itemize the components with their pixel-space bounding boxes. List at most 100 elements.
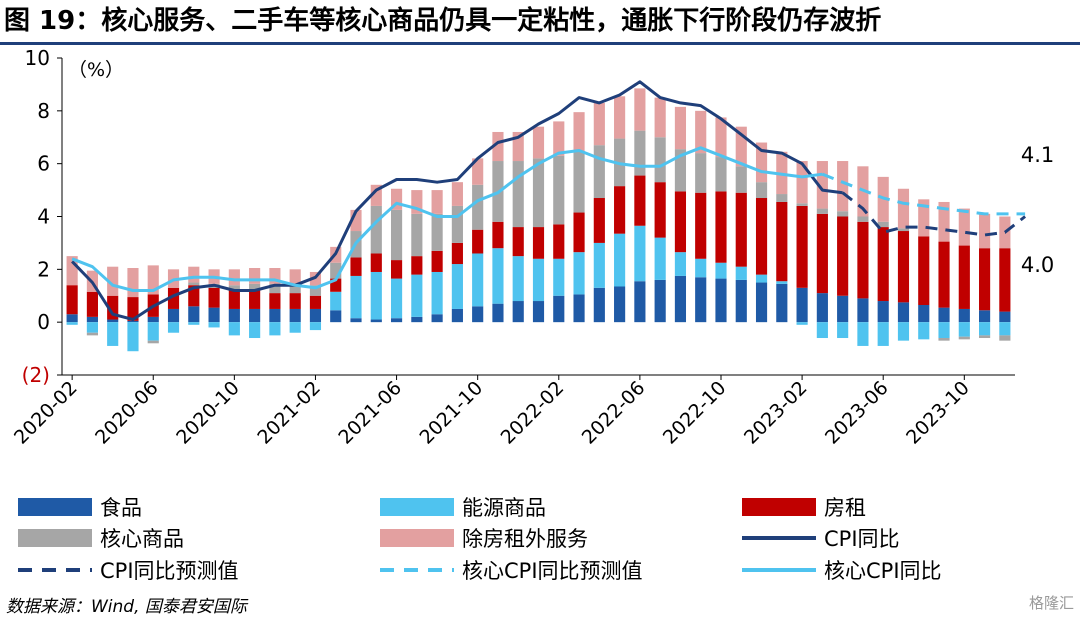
- bar-3-2022-09: [695, 153, 707, 193]
- bar-2-2023-03: [816, 213, 828, 294]
- bar-3-2023-04: [837, 211, 849, 217]
- bar-1-2020-06: [147, 322, 159, 341]
- bar-0-2023-12: [999, 311, 1011, 323]
- bar-1-2020-09: [208, 322, 220, 328]
- bar-4-2022-09: [695, 110, 707, 154]
- bar-2-2023-04: [837, 216, 849, 296]
- bar-0-2023-06: [877, 301, 889, 323]
- bar-3-2023-06: [877, 221, 889, 228]
- x-tick-label: 2022-10: [659, 377, 731, 449]
- bar-1-2023-11: [979, 322, 991, 336]
- bar-4-2021-07: [411, 190, 423, 214]
- bar-0-2022-10: [715, 278, 727, 323]
- bar-2-2022-09: [695, 192, 707, 259]
- bar-0-2021-09: [451, 308, 463, 323]
- bar-0-2022-03: [573, 294, 585, 323]
- bar-3-2021-05: [370, 205, 382, 254]
- bar-2-2020-12: [269, 293, 281, 309]
- bar-4-2023-02: [796, 161, 808, 204]
- legend-swatch-energy: [380, 498, 454, 516]
- bar-2-2020-08: [188, 285, 200, 307]
- legend-swatch-rent: [742, 498, 816, 516]
- bar-2-2021-04: [350, 257, 362, 276]
- bar-2-2021-09: [451, 242, 463, 265]
- y-tick-label: 2: [37, 257, 50, 281]
- bar-4-2020-02: [66, 256, 78, 286]
- bar-1-2021-05: [370, 271, 382, 320]
- legend-swatch-food: [18, 498, 92, 516]
- bar-4-2021-11: [492, 131, 504, 162]
- bar-2-2022-07: [654, 182, 666, 238]
- bar-3-2022-01: [532, 158, 545, 228]
- x-tick-label: 2020-06: [91, 377, 163, 449]
- bar-1-2021-01: [289, 322, 301, 333]
- bar-0-2020-09: [208, 307, 220, 323]
- bar-4-2020-06: [147, 265, 159, 295]
- bar-1-2020-07: [167, 322, 180, 333]
- bar-3-2023-02: [796, 203, 808, 206]
- bar-3-2023-09: [938, 338, 950, 341]
- bar-0-2021-05: [370, 319, 382, 323]
- bar-4-2021-09: [451, 182, 463, 206]
- bar-0-2020-11: [249, 308, 261, 323]
- x-tick-label: 2020-02: [10, 377, 82, 449]
- bar-1-2022-07: [654, 237, 666, 280]
- x-tick-label: 2023-06: [821, 377, 893, 449]
- bar-1-2021-03: [330, 291, 342, 311]
- bar-2-2023-09: [938, 241, 950, 308]
- annotation-cpi-end: 4.0: [1021, 253, 1054, 277]
- bar-0-2022-05: [614, 286, 626, 323]
- legend-swatch-services-ex-rent: [380, 529, 454, 547]
- bar-3-2021-01: [289, 285, 301, 294]
- line-series-3: [821, 172, 1026, 216]
- bar-2-2022-11: [735, 192, 747, 267]
- legend-label-core-goods: 核心商品: [100, 527, 184, 551]
- bar-0-2021-10: [472, 306, 484, 323]
- bar-4-2022-11: [735, 126, 747, 167]
- bar-3-2021-02: [309, 285, 322, 296]
- x-tick-label: 2021-02: [253, 377, 325, 449]
- bar-4-2022-04: [593, 102, 605, 146]
- bar-3-2022-08: [674, 149, 687, 192]
- bar-3-2021-09: [451, 205, 463, 243]
- bar-1-2023-08: [918, 322, 930, 340]
- bar-0-2022-08: [674, 275, 687, 323]
- bar-4-2021-08: [431, 190, 443, 214]
- bar-0-2022-11: [735, 279, 747, 323]
- bar-4-2021-12: [512, 131, 524, 162]
- bar-4-2022-03: [573, 112, 585, 152]
- bar-1-2022-06: [634, 225, 646, 282]
- bar-0-2023-04: [837, 295, 849, 323]
- bar-1-2023-07: [897, 322, 910, 341]
- watermark: 格隆汇: [1028, 594, 1074, 612]
- bar-1-2020-04: [107, 322, 119, 346]
- bar-4-2023-10: [958, 208, 970, 246]
- bar-4-2020-12: [269, 268, 281, 284]
- bar-0-2021-11: [492, 303, 504, 323]
- bar-0-2022-09: [695, 277, 707, 323]
- bar-3-2023-01: [776, 194, 788, 202]
- bar-4-2023-11: [979, 213, 991, 249]
- legend-dash-cpi-forecast: [18, 568, 92, 572]
- bar-0-2021-08: [431, 314, 443, 323]
- bar-3-2020-06: [147, 340, 159, 344]
- title-divider: [0, 42, 1080, 45]
- bar-3-2020-12: [269, 283, 281, 294]
- y-tick-label: 10: [25, 46, 50, 70]
- bar-3-2023-10: [958, 336, 970, 340]
- bar-3-2021-03: [330, 262, 342, 279]
- bar-2-2021-07: [411, 256, 423, 275]
- bar-4-2023-09: [938, 201, 950, 242]
- legend-item-cpi-forecast: CPI同比预测值: [18, 555, 239, 585]
- bar-0-2020-07: [167, 308, 180, 323]
- bar-2-2021-03: [330, 278, 342, 292]
- bar-0-2020-02: [66, 314, 78, 323]
- bar-0-2023-07: [897, 302, 910, 323]
- bar-0-2022-12: [755, 282, 768, 323]
- bar-2-2022-04: [593, 198, 605, 243]
- bar-0-2021-01: [289, 308, 301, 323]
- y-tick-label: (2): [22, 363, 50, 387]
- bar-2-2020-07: [167, 287, 180, 309]
- bar-3-2022-06: [634, 130, 646, 176]
- bar-0-2022-01: [532, 301, 545, 323]
